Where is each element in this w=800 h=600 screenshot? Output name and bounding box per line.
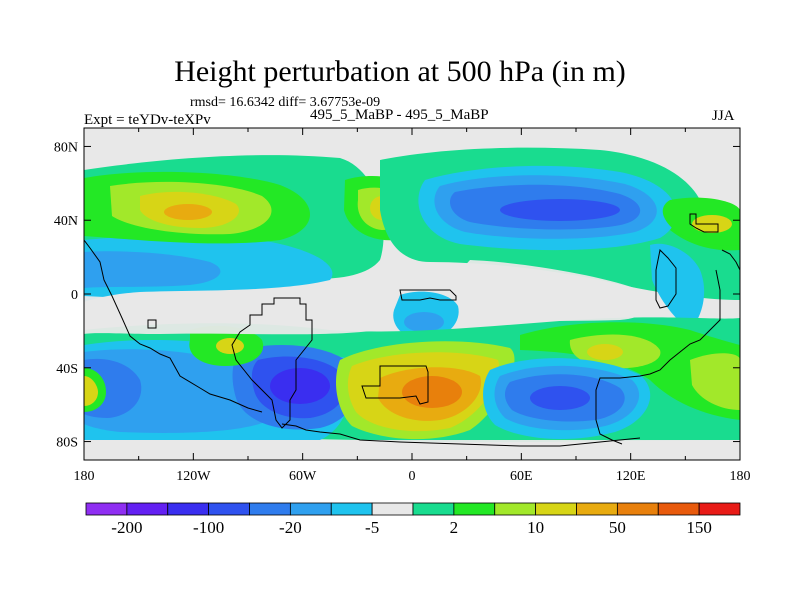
x-tick-label: 120W bbox=[176, 469, 211, 484]
field-core-deepblue-se-low bbox=[530, 386, 590, 410]
y-tick-label: 0 bbox=[71, 288, 78, 303]
season-label: JJA bbox=[712, 108, 735, 124]
x-tick-label: 120E bbox=[616, 469, 646, 484]
colorbar-swatch bbox=[371, 502, 414, 516]
colorbar-label: -20 bbox=[279, 518, 302, 537]
coastline-west-coast bbox=[84, 239, 263, 413]
coastlines bbox=[84, 213, 740, 447]
coastline-small-island bbox=[147, 319, 157, 329]
colorbar-label: 50 bbox=[609, 518, 626, 537]
coastline-east-pacific bbox=[655, 248, 677, 309]
colorbar-swatch bbox=[330, 502, 373, 516]
coastline-australia bbox=[689, 213, 719, 233]
colorbar-swatch bbox=[126, 502, 169, 516]
y-tick-label: 40S bbox=[56, 362, 78, 377]
colorbar-swatch bbox=[412, 502, 455, 516]
colorbar-label: 150 bbox=[686, 518, 712, 537]
field-core-blue-equator bbox=[404, 312, 444, 332]
colorbar-swatch bbox=[494, 502, 537, 516]
colorbar-swatch bbox=[657, 502, 700, 516]
field-core-yellow-south-east bbox=[587, 344, 623, 360]
coastline-antarctica bbox=[281, 423, 641, 447]
contour-field bbox=[84, 128, 740, 460]
field-blob-blue-south-west bbox=[84, 349, 278, 433]
colorbar-label: -5 bbox=[365, 518, 379, 537]
y-tick-label: 40N bbox=[54, 214, 78, 229]
colorbar-label: -100 bbox=[193, 518, 224, 537]
field-blob-lime-far-south-east bbox=[690, 353, 740, 410]
colorbar: -200 -100 -20 -5 2 10 50 150 bbox=[85, 502, 741, 537]
colorbar-label: 10 bbox=[527, 518, 544, 537]
y-tick-label: 80S bbox=[56, 436, 78, 451]
colorbar-swatch bbox=[453, 502, 496, 516]
colorbar-swatch bbox=[576, 502, 618, 516]
x-tick-label: 180 bbox=[74, 469, 95, 484]
field-gap-neutral-1 bbox=[84, 296, 386, 335]
field-gap-neutral-2 bbox=[458, 260, 651, 321]
y-tick-label: 80N bbox=[54, 140, 78, 155]
experiment-difference-label: 495_5_MaBP - 495_5_MaBP bbox=[310, 107, 489, 123]
field-blob-blue-north-west bbox=[84, 251, 221, 288]
colorbar-swatch bbox=[167, 502, 210, 516]
y-axis: 80N 40N 0 40S 80S bbox=[54, 140, 740, 451]
field-gap-neutral-4 bbox=[84, 128, 740, 160]
colorbar-swatch bbox=[535, 502, 577, 516]
field-core-yellow-s90w bbox=[216, 338, 244, 354]
x-tick-label: 0 bbox=[409, 469, 416, 484]
colorbar-swatch bbox=[616, 502, 659, 516]
field-core-darkorange-s0 bbox=[402, 376, 462, 408]
x-axis: 180 120W 60W 0 60E 120E 180 bbox=[74, 128, 751, 484]
colorbar-swatch bbox=[85, 502, 128, 516]
colorbar-swatch bbox=[289, 502, 332, 516]
field-core-orange-nw bbox=[164, 204, 212, 220]
experiment-label: Expt = teYDv-teXPv bbox=[84, 112, 211, 128]
coastline-africa bbox=[399, 289, 457, 301]
x-tick-label: 180 bbox=[730, 469, 751, 484]
coastline-south-america bbox=[231, 297, 313, 429]
x-tick-label: 60W bbox=[289, 469, 317, 484]
colorbar-label: 2 bbox=[450, 518, 459, 537]
chart-title: Height perturbation at 500 hPa (in m) bbox=[174, 55, 626, 88]
coastline-east-asia bbox=[595, 249, 740, 445]
colorbar-swatch bbox=[208, 502, 250, 516]
field-blob-cyan-east-equator bbox=[650, 243, 705, 330]
colorbar-label: -200 bbox=[111, 518, 142, 537]
field-core-yellow-sw-edge bbox=[84, 376, 98, 406]
colorbar-swatch bbox=[698, 502, 741, 516]
field-core-violet-s60w bbox=[270, 368, 330, 404]
x-tick-label: 60E bbox=[510, 469, 533, 484]
coastline-africa-south bbox=[361, 365, 429, 405]
stats-label: rmsd= 16.6342 diff= 3.67753e-09 bbox=[190, 95, 381, 110]
field-gap-neutral-3 bbox=[84, 440, 740, 460]
colorbar-swatch bbox=[249, 502, 291, 516]
field-core-deepblue-north-low bbox=[500, 199, 620, 221]
